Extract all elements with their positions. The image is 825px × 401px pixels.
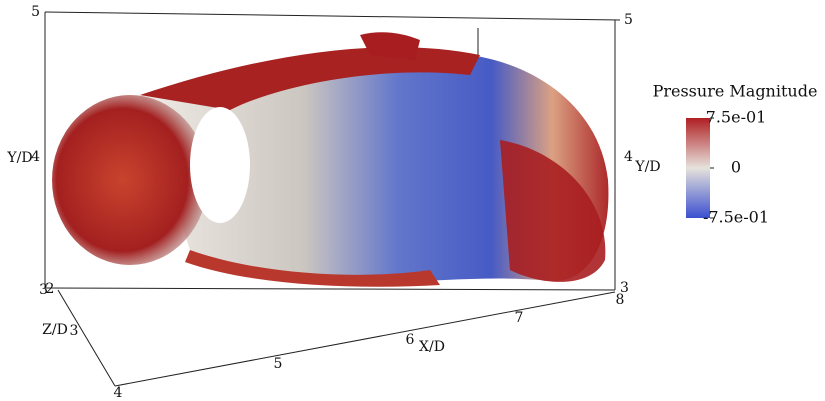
flow-volume: [52, 32, 609, 287]
axis-label: X/D: [419, 339, 445, 355]
tick-label: 3: [39, 282, 48, 298]
tick-label: 5: [31, 4, 40, 20]
axis-label: Y/D: [634, 159, 660, 175]
tick-label: 7: [515, 310, 524, 326]
tick-label: 2: [46, 281, 55, 297]
colorbar-tick-label: 0: [731, 158, 741, 177]
colorbar-gradient: [686, 118, 710, 218]
tick-label: 4: [624, 149, 633, 165]
colorbar-tick-label: -7.5e-01: [703, 208, 769, 227]
axis-label: Y/D: [6, 150, 32, 166]
tick-label: 3: [620, 280, 629, 296]
tick-label: 5: [274, 356, 283, 372]
colorbar: Pressure Magnitude 7.5e-01 0 -7.5e-01: [653, 82, 818, 227]
axis-label: Z/D: [42, 322, 68, 338]
axes-box: [44, 11, 621, 387]
colorbar-tick-label: 7.5e-01: [706, 108, 767, 127]
tick-label: 6: [406, 332, 415, 348]
tick-label: 4: [114, 385, 123, 401]
tick-label: 3: [70, 323, 79, 339]
tick-label: 4: [31, 149, 40, 165]
tick-label: 5: [624, 12, 633, 28]
colorbar-title: Pressure Magnitude: [653, 82, 818, 101]
tick-label: 8: [616, 292, 625, 308]
